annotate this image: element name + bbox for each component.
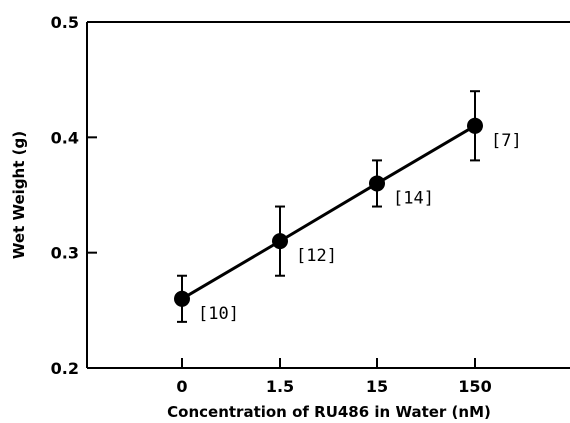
y-tick-label: 0.5: [51, 13, 79, 32]
sample-size-label: [7]: [491, 131, 522, 151]
y-ticks: 0.2 0.3 0.4 0.5: [51, 13, 97, 378]
y-tick-label: 0.4: [51, 128, 79, 147]
y-tick-label: 0.3: [51, 244, 79, 263]
x-ticks: 0 1.5 15 150: [176, 358, 492, 396]
axes: [86, 21, 570, 369]
data-point: [369, 175, 385, 192]
data-point: [272, 233, 288, 250]
x-tick-label: 15: [366, 377, 388, 396]
x-tick-label: 0: [176, 377, 187, 396]
series-line: [181, 124, 476, 301]
x-axis-title: Concentration of RU486 in Water (nM): [167, 403, 491, 421]
y-tick-label: 0.2: [51, 359, 79, 378]
y-axis-title: Wet Weight (g): [10, 131, 28, 259]
sample-size-label: [12]: [296, 246, 337, 266]
data-point: [467, 117, 483, 134]
plot-area: [10] [12] [14] [7]: [174, 90, 522, 324]
sample-size-label: [14]: [393, 188, 434, 208]
x-tick-label: 1.5: [266, 377, 294, 396]
sample-size-label: [10]: [198, 304, 239, 324]
x-tick-label: 150: [458, 377, 491, 396]
data-point: [174, 290, 190, 307]
